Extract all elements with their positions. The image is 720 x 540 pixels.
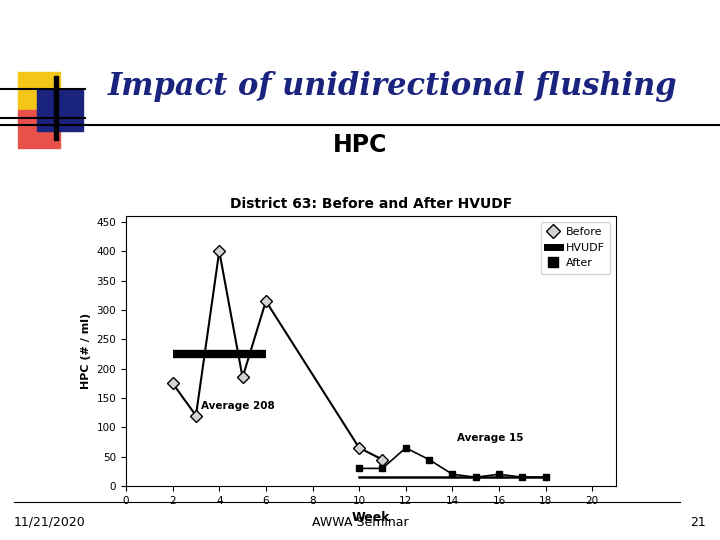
After bbox=[472, 474, 480, 481]
Text: AWWA Seminar: AWWA Seminar bbox=[312, 516, 408, 529]
After bbox=[402, 444, 410, 451]
Before bbox=[215, 248, 224, 254]
Bar bbox=[18, 72, 60, 110]
Bar bbox=[54, 76, 58, 140]
Y-axis label: HPC (# / ml): HPC (# / ml) bbox=[81, 313, 91, 389]
HVUDF bbox=[261, 350, 270, 357]
Text: HPC: HPC bbox=[333, 133, 387, 157]
Text: Average 208: Average 208 bbox=[201, 401, 274, 411]
After bbox=[448, 471, 456, 477]
After bbox=[541, 474, 550, 481]
Before bbox=[261, 298, 270, 305]
Text: Average 15: Average 15 bbox=[457, 433, 523, 443]
HVUDF bbox=[168, 350, 177, 357]
After bbox=[495, 471, 503, 477]
Bar bbox=[18, 110, 60, 148]
Line: After: After bbox=[356, 444, 549, 481]
Text: 21: 21 bbox=[690, 516, 706, 529]
Before bbox=[378, 456, 387, 463]
Before bbox=[192, 413, 200, 419]
After bbox=[425, 456, 433, 463]
Before bbox=[168, 380, 177, 387]
Line: Before: Before bbox=[168, 247, 387, 464]
After bbox=[378, 465, 387, 471]
Text: 11/21/2020: 11/21/2020 bbox=[14, 516, 86, 529]
After bbox=[518, 474, 526, 481]
Before bbox=[238, 374, 247, 381]
Before bbox=[355, 444, 364, 451]
After bbox=[355, 465, 364, 471]
Bar bbox=[37, 89, 83, 131]
Legend: Before, HVUDF, After: Before, HVUDF, After bbox=[541, 221, 610, 274]
Text: Impact of unidirectional flushing: Impact of unidirectional flushing bbox=[108, 71, 678, 103]
X-axis label: Week: Week bbox=[351, 511, 390, 524]
Title: District 63: Before and After HVUDF: District 63: Before and After HVUDF bbox=[230, 197, 512, 211]
